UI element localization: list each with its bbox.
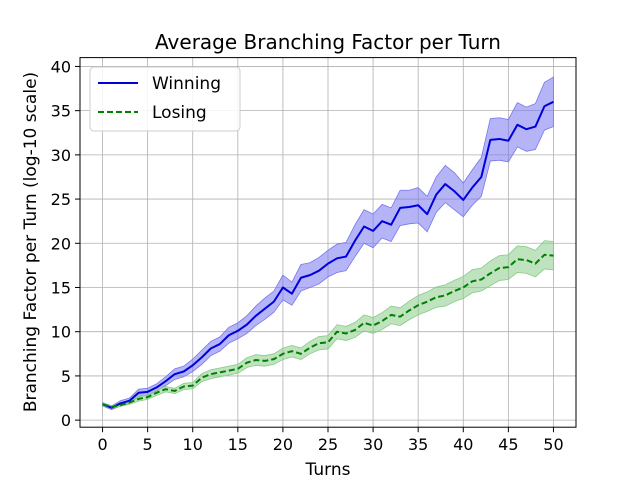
x-axis-label: Turns bbox=[305, 460, 351, 480]
chart-title: Average Branching Factor per Turn bbox=[155, 30, 501, 54]
y-axis-label: Branching Factor per Turn (log-10 scale) bbox=[21, 72, 41, 412]
legend-label-losing: Losing bbox=[152, 103, 207, 123]
y-tick-label: 20 bbox=[51, 234, 71, 253]
y-tick-label: 40 bbox=[51, 57, 71, 76]
y-tick-label: 5 bbox=[61, 367, 71, 386]
x-tick-label: 10 bbox=[183, 435, 203, 454]
x-tick-label: 0 bbox=[97, 435, 107, 454]
x-tick-label: 15 bbox=[228, 435, 248, 454]
x-tick-label: 20 bbox=[273, 435, 293, 454]
x-tick-label: 35 bbox=[408, 435, 428, 454]
x-axis-ticks: 0 5 10 15 20 25 30 35 40 45 50 bbox=[97, 427, 564, 454]
legend-label-winning: Winning bbox=[152, 74, 221, 94]
legend: Winning Losing bbox=[89, 66, 241, 132]
y-tick-label: 25 bbox=[51, 190, 71, 209]
confidence-bands bbox=[102, 76, 554, 410]
x-tick-label: 45 bbox=[498, 435, 518, 454]
x-tick-label: 25 bbox=[318, 435, 338, 454]
x-tick-label: 50 bbox=[543, 435, 563, 454]
y-tick-label: 10 bbox=[51, 323, 71, 342]
y-tick-label: 15 bbox=[51, 278, 71, 297]
x-tick-label: 40 bbox=[453, 435, 473, 454]
y-tick-label: 30 bbox=[51, 146, 71, 165]
y-tick-label: 35 bbox=[51, 102, 71, 121]
y-axis-ticks: 0 5 10 15 20 25 30 35 40 bbox=[51, 57, 80, 430]
series-lines bbox=[102, 100, 554, 409]
y-tick-label: 0 bbox=[61, 411, 71, 430]
band-winning bbox=[102, 76, 554, 410]
series-line-winning bbox=[102, 100, 554, 409]
x-tick-label: 5 bbox=[143, 435, 153, 454]
x-tick-label: 30 bbox=[363, 435, 383, 454]
band-losing bbox=[102, 240, 554, 409]
